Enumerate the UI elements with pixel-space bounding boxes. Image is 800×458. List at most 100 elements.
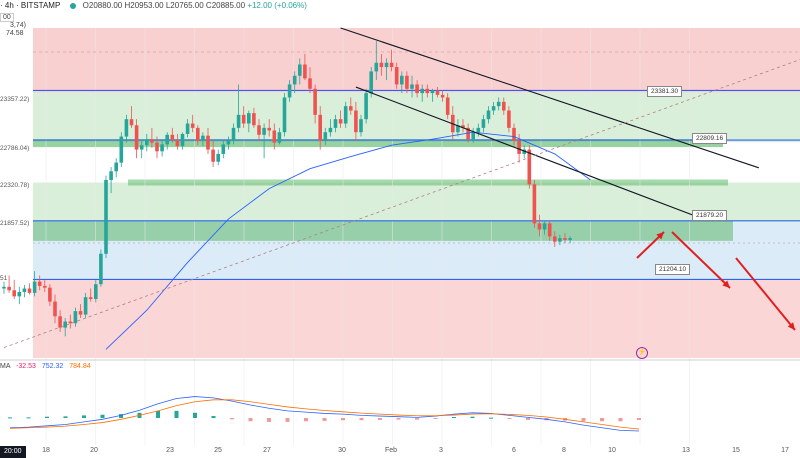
candle bbox=[32, 281, 37, 293]
macd-histogram-bar bbox=[600, 418, 604, 422]
macd-histogram-bar bbox=[341, 418, 345, 421]
level-label-5: 51 bbox=[0, 275, 8, 282]
candle bbox=[99, 253, 103, 285]
candle bbox=[292, 75, 297, 85]
level-label-4: 21857.52) bbox=[0, 220, 30, 227]
candle bbox=[359, 119, 363, 133]
symbol-label[interactable]: · 4h · BITSTAMP bbox=[0, 1, 61, 10]
candle bbox=[527, 149, 532, 185]
candle bbox=[48, 287, 52, 302]
macd-histogram-bar bbox=[452, 417, 456, 419]
candle bbox=[553, 236, 557, 242]
candle bbox=[308, 78, 312, 89]
macd-histogram-bar bbox=[26, 417, 31, 419]
top-left-box[interactable]: 00 bbox=[0, 13, 14, 22]
time-label: 17 bbox=[781, 447, 789, 454]
chart-header: · 4h · BITSTAMP O20880.00 H20953.00 L207… bbox=[0, 0, 307, 14]
level-label-2: 22786.04) bbox=[0, 145, 30, 152]
macd-header: MA -32.53 752.32 784.84 bbox=[0, 363, 91, 370]
candle bbox=[547, 223, 552, 237]
candle bbox=[68, 321, 73, 324]
candle bbox=[563, 238, 567, 240]
macd-histogram-bar bbox=[396, 418, 401, 420]
price-label-22809: 22809.16 bbox=[692, 133, 728, 144]
time-label: 23 bbox=[166, 447, 174, 454]
time-axis[interactable]: 20:00 18 20 23 25 27 30 Feb 3 6 8 10 13 … bbox=[0, 446, 800, 458]
candle bbox=[542, 223, 547, 230]
zone-resistance bbox=[33, 28, 800, 93]
zone-support bbox=[33, 182, 800, 223]
candle bbox=[119, 136, 124, 163]
candle bbox=[338, 119, 343, 124]
candle bbox=[53, 301, 57, 317]
time-label: 25 bbox=[214, 447, 222, 454]
macd-histogram-bar bbox=[285, 418, 290, 422]
candle bbox=[175, 140, 180, 147]
time-label: 15 bbox=[732, 447, 740, 454]
trendline-upper bbox=[340, 27, 759, 169]
projection-arrow-up-head bbox=[656, 232, 664, 240]
candle bbox=[180, 133, 185, 147]
candle bbox=[456, 125, 460, 133]
candle bbox=[343, 106, 348, 124]
candle bbox=[216, 153, 220, 162]
candle bbox=[369, 71, 373, 94]
projection-arrow-down bbox=[671, 231, 731, 289]
candle bbox=[247, 113, 251, 124]
candle bbox=[512, 127, 516, 141]
candle bbox=[481, 119, 486, 128]
grid-layer bbox=[0, 28, 800, 445]
candle bbox=[298, 64, 302, 76]
candle bbox=[420, 88, 424, 94]
candle bbox=[430, 90, 435, 94]
lightning-icon[interactable]: ⚡ bbox=[636, 347, 648, 359]
candle bbox=[124, 119, 129, 137]
candle bbox=[221, 144, 226, 154]
scale-top-label: 3,74) bbox=[10, 22, 26, 29]
candle bbox=[196, 127, 200, 141]
candle bbox=[252, 113, 256, 126]
candle bbox=[63, 321, 67, 328]
macd-histogram-bar bbox=[507, 418, 512, 419]
moving-average-line bbox=[105, 131, 591, 350]
macd-histogram-bar bbox=[470, 416, 475, 418]
support-band bbox=[128, 179, 728, 186]
candle bbox=[476, 127, 481, 133]
candle bbox=[400, 75, 404, 85]
change-value: +12.00 (+0.06%) bbox=[247, 1, 307, 10]
macd-histogram-bar bbox=[63, 416, 68, 418]
candle bbox=[129, 119, 134, 126]
candle bbox=[435, 90, 440, 95]
candle bbox=[114, 162, 118, 172]
candle bbox=[83, 297, 88, 315]
time-label: 18 bbox=[42, 447, 50, 454]
candle bbox=[2, 286, 6, 289]
macd-histogram-bar bbox=[230, 418, 234, 420]
time-label: 20 bbox=[90, 447, 98, 454]
macd-histogram-bar bbox=[119, 414, 123, 418]
candle bbox=[206, 135, 210, 150]
candle bbox=[349, 106, 353, 111]
support-band bbox=[33, 139, 723, 148]
macd-histogram-bar bbox=[618, 418, 623, 422]
macd-histogram-bar bbox=[581, 418, 586, 422]
candle bbox=[145, 139, 149, 146]
close-value: C20885.00 bbox=[205, 1, 246, 10]
candle bbox=[88, 297, 93, 299]
candle bbox=[328, 127, 333, 133]
candle bbox=[486, 110, 491, 120]
time-label: 30 bbox=[338, 447, 346, 454]
candle bbox=[532, 184, 537, 224]
candle bbox=[405, 75, 409, 89]
candle bbox=[491, 106, 496, 111]
candle bbox=[226, 140, 231, 145]
candle bbox=[471, 132, 475, 140]
open-value: O20880.00 bbox=[82, 1, 123, 10]
macd-histogram-bar bbox=[433, 418, 438, 419]
price-label-23381: 23381.30 bbox=[647, 86, 683, 97]
candle bbox=[43, 285, 47, 288]
candle bbox=[496, 101, 501, 107]
candle bbox=[150, 139, 154, 143]
macd-histogram-bar bbox=[248, 418, 253, 422]
